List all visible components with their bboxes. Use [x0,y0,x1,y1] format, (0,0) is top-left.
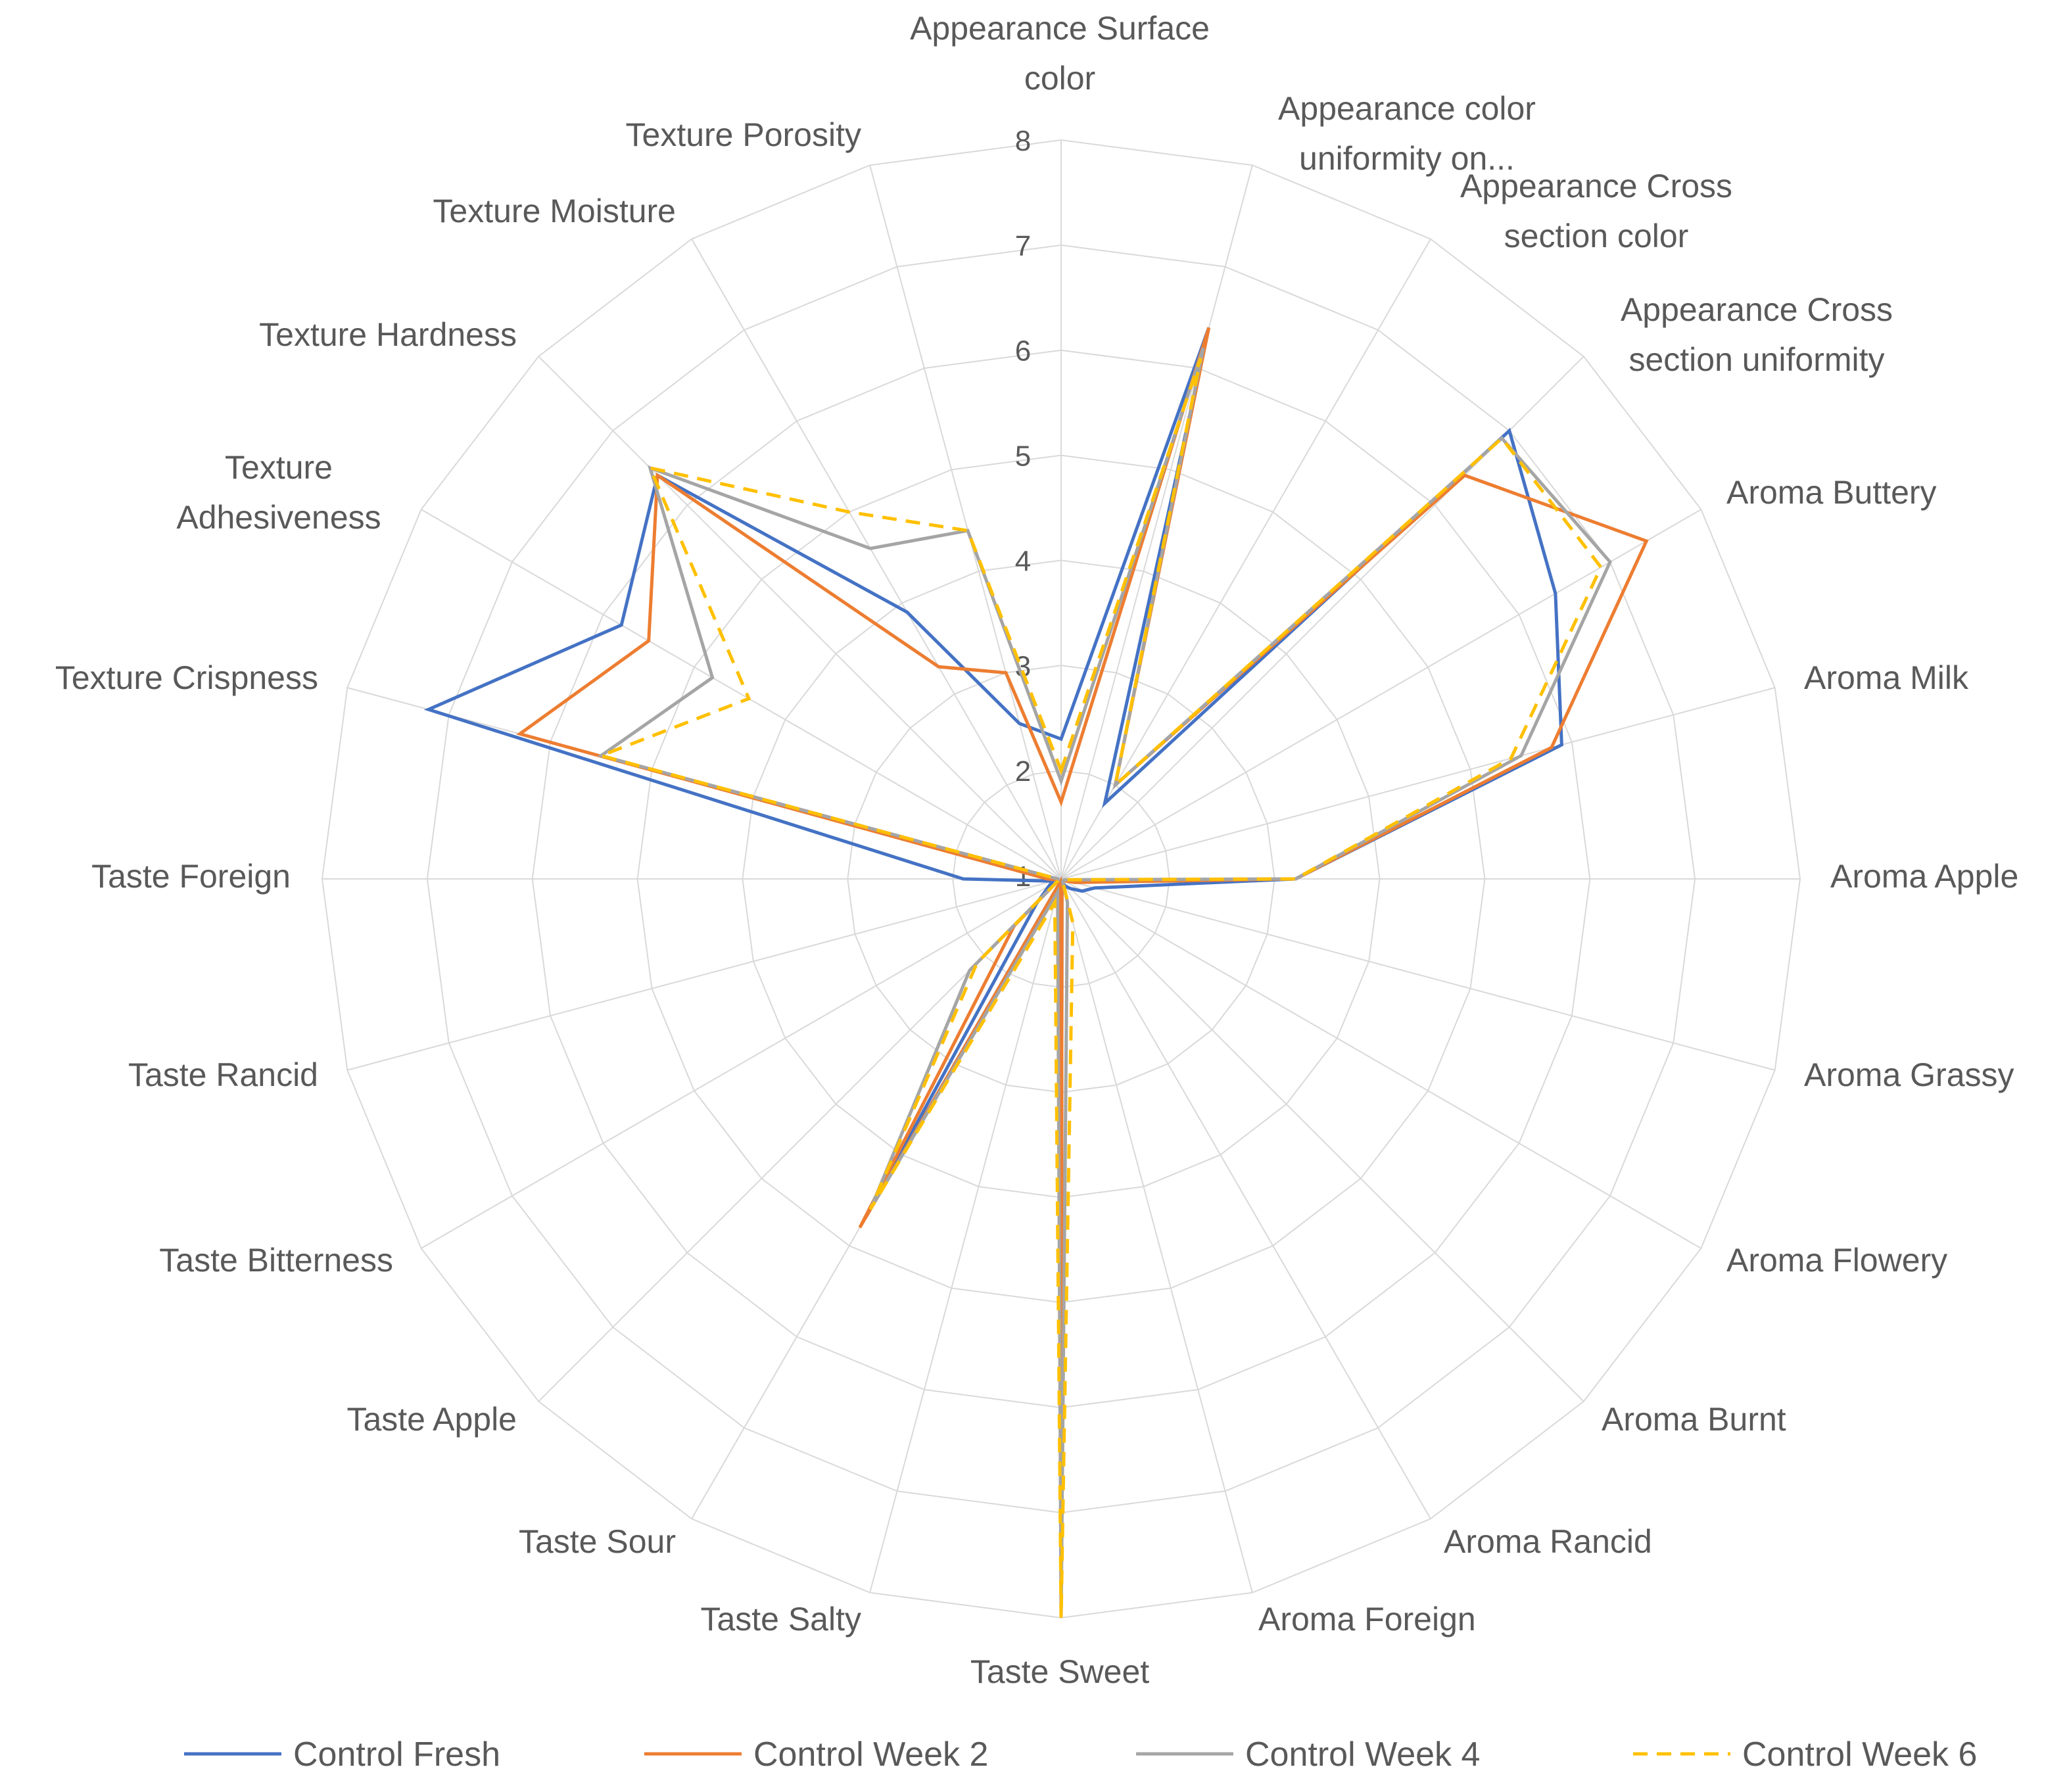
category-label-line: Aroma Milk [1804,659,1969,696]
category-label-line: Taste Apple [346,1401,517,1438]
category-label-line: uniformity on... [1299,140,1515,177]
category-label: Texture Moisture [433,193,676,229]
category-label: Taste Rancid [128,1056,318,1093]
category-label: Aroma Grassy [1804,1056,2014,1093]
category-label: Aroma Buttery [1726,474,1937,511]
category-label: Taste Foreign [91,858,291,895]
category-label-line: Appearance color [1278,90,1536,127]
axis-spoke [1060,878,1431,1519]
legend-label: Control Week 6 [1742,1735,1977,1774]
category-label: Appearance Cross section uniformity [1621,291,1893,378]
tick-label: 6 [1015,335,1031,367]
category-label-line: Texture Porosity [626,116,861,153]
axis-spoke [1060,239,1431,880]
category-label-line: Appearance Surface [910,10,1210,47]
category-label-line: color [1024,60,1095,97]
axis-spoke [1060,878,1701,1249]
category-label: Taste Sweet [970,1653,1149,1690]
category-label: Aroma Foreign [1258,1601,1476,1638]
category-label: Aroma Burnt [1602,1401,1786,1438]
category-label-line: Texture Moisture [433,193,676,229]
series-line-control-fresh [423,327,1563,1618]
category-label-line: Taste Foreign [91,858,291,895]
legend-label: Control Week 4 [1245,1735,1480,1774]
category-label: Texture Crispness [55,659,318,696]
series-line-control-week-6 [596,357,1604,1618]
legend: Control Fresh Control Week 2 Control Week … [184,1735,1977,1774]
category-label-line: Taste Salty [700,1601,861,1638]
tick-label: 7 [1015,230,1031,262]
series-layer [423,327,1649,1618]
category-label-line: Aroma Apple [1830,858,2018,895]
axis-spoke [538,356,1062,880]
category-label-line: Texture [225,449,333,486]
category-label: Taste Apple [346,1401,517,1438]
category-label-line: Taste Rancid [128,1056,318,1093]
category-label: Appearance Surface color [910,10,1210,97]
tick-label: 1 [1015,861,1031,893]
axis-spoke [421,878,1062,1249]
category-label: Appearance Cross section color [1460,168,1732,254]
category-label-line: Appearance Cross [1621,291,1893,328]
category-label-line: Appearance Cross [1460,168,1732,204]
spoke-layer [322,140,1800,1618]
tick-label: 8 [1015,125,1031,157]
category-label-line: Taste Sweet [970,1653,1149,1690]
category-label: Aroma Milk [1804,659,1969,696]
category-label-line: section uniformity [1628,341,1884,378]
axis-spoke [691,239,1062,880]
category-label-line: Adhesiveness [176,499,381,536]
category-label-line: Aroma Grassy [1804,1056,2014,1093]
axis-spoke [1060,878,1584,1402]
axis-spoke [1060,509,1701,880]
axis-spoke [1060,687,1775,880]
legend-label: Control Week 2 [753,1735,988,1774]
axis-spoke [1060,165,1253,880]
category-label: Texture Porosity [626,116,861,153]
category-label-line: Aroma Burnt [1602,1401,1786,1438]
category-label: Texture Hardness [259,316,517,353]
category-label: Aroma Flowery [1726,1242,1947,1279]
category-label-line: Aroma Rancid [1444,1523,1652,1560]
category-label-line: Aroma Flowery [1726,1242,1947,1279]
axis-spoke [347,878,1062,1071]
category-label-line: Aroma Foreign [1258,1601,1476,1638]
category-label: Aroma Rancid [1444,1523,1652,1560]
tick-label: 2 [1015,755,1031,788]
category-label-line: Taste Bitterness [159,1242,393,1279]
category-label-line: Aroma Buttery [1726,474,1937,511]
tick-label: 4 [1015,545,1031,577]
axis-spoke [869,165,1062,880]
series-line-control-week-2 [516,327,1649,1618]
category-label: Texture Adhesiveness [176,449,381,536]
category-label-line: section color [1504,218,1689,254]
category-label-layer: Appearance Surface color Appearance color u… [55,10,2018,1690]
category-label-line: Texture Crispness [55,659,318,696]
axis-spoke [421,509,1062,880]
category-label: Taste Sour [519,1523,676,1560]
category-label: Appearance color uniformity on... [1278,90,1536,177]
category-label-line: Taste Sour [519,1523,676,1560]
category-label: Aroma Apple [1830,858,2018,895]
category-label-line: Texture Hardness [259,316,517,353]
tick-label: 5 [1015,440,1031,473]
axis-spoke [869,878,1062,1593]
legend-label: Control Fresh [293,1735,500,1774]
category-label: Taste Bitterness [159,1242,393,1279]
axis-spoke [1060,878,1775,1071]
category-label: Taste Salty [700,1601,861,1638]
axis-spoke [1060,878,1253,1593]
